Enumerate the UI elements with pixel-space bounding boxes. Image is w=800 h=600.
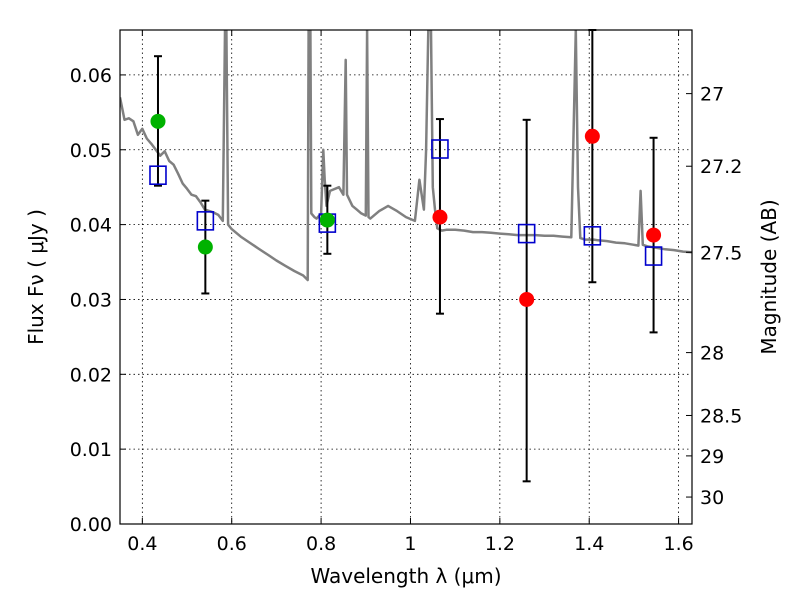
y2-tick-label: 28.5 <box>700 405 742 427</box>
y2-axis-label: Magnitude (AB) <box>757 199 781 354</box>
model-photometry-marker <box>583 226 602 246</box>
y-tick-label: 0.00 <box>70 514 112 536</box>
y2-tick-label: 29 <box>700 446 724 468</box>
y2-tick-label: 27.2 <box>700 156 742 178</box>
sed-curve-layer <box>120 30 692 282</box>
y2-tick-label: 27 <box>700 84 724 106</box>
y-tick-label: 0.06 <box>70 65 112 87</box>
model-photometry-marker <box>431 139 449 159</box>
y-tick-label: 0.04 <box>70 215 112 237</box>
nondetection-point <box>584 128 600 144</box>
tick-marks <box>120 30 692 525</box>
observed-photometry-layer <box>150 113 662 307</box>
x-tick-labels: 0.4 0.6 0.8 1 1.2 1.4 1.6 <box>127 533 693 555</box>
y2-tick-label: 30 <box>700 487 724 509</box>
model-photometry-layer <box>149 139 663 266</box>
nondetection-point <box>646 227 662 243</box>
y-tick-labels: 0.00 0.01 0.02 0.03 0.04 0.05 0.06 <box>70 65 112 536</box>
y2-tick-label: 27.5 <box>700 242 742 264</box>
y-tick-label: 0.01 <box>70 439 112 461</box>
y-axis-label: Flux Fν ( μJy ) <box>24 209 48 345</box>
detection-point <box>319 212 335 228</box>
x-tick-label: 0.4 <box>127 533 157 555</box>
y2-tick-label: 28 <box>700 343 724 365</box>
model-photometry-marker <box>517 223 536 244</box>
model-photometry-marker <box>644 246 663 266</box>
x-tick-label: 0.8 <box>306 533 336 555</box>
x-tick-label: 1 <box>404 533 416 555</box>
detection-point <box>197 239 213 255</box>
model-photometry-marker <box>196 211 215 231</box>
detection-point <box>150 113 166 129</box>
y2-tick-labels: 27 27.2 27.5 28 28.5 29 30 <box>700 84 742 509</box>
x-axis-label: Wavelength λ (μm) <box>310 564 501 588</box>
y-tick-label: 0.03 <box>70 289 112 311</box>
x-tick-label: 0.6 <box>217 533 247 555</box>
sed-model-curve <box>120 30 692 282</box>
model-photometry-marker <box>149 165 167 186</box>
plot-frame <box>119 29 693 525</box>
nondetection-point <box>432 209 448 225</box>
y-tick-label: 0.05 <box>70 140 112 162</box>
nondetection-point <box>519 291 535 307</box>
x-tick-label: 1.4 <box>574 533 604 555</box>
x-tick-label: 1.6 <box>663 533 693 555</box>
x-tick-label: 1.2 <box>485 533 515 555</box>
y-tick-label: 0.02 <box>70 364 112 386</box>
